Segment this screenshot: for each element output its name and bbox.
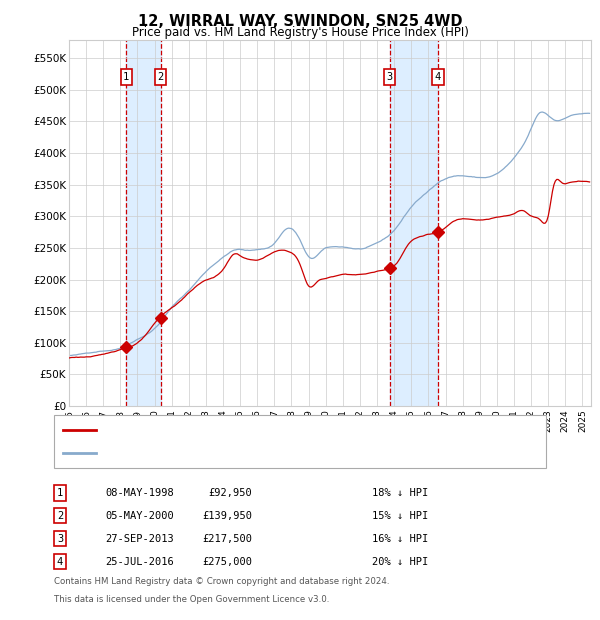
Text: 18% ↓ HPI: 18% ↓ HPI (372, 488, 428, 498)
Text: £217,500: £217,500 (202, 534, 252, 544)
Text: 3: 3 (386, 72, 393, 82)
Text: 1: 1 (57, 488, 63, 498)
Text: 12, WIRRAL WAY, SWINDON, SN25 4WD (detached house): 12, WIRRAL WAY, SWINDON, SN25 4WD (detac… (102, 425, 403, 435)
Text: 25-JUL-2016: 25-JUL-2016 (105, 557, 174, 567)
Text: 05-MAY-2000: 05-MAY-2000 (105, 511, 174, 521)
Text: 1: 1 (123, 72, 130, 82)
Text: HPI: Average price, detached house, Swindon: HPI: Average price, detached house, Swin… (102, 448, 339, 458)
Text: 08-MAY-1998: 08-MAY-1998 (105, 488, 174, 498)
Text: 3: 3 (57, 534, 63, 544)
Text: 4: 4 (57, 557, 63, 567)
Text: 2: 2 (157, 72, 164, 82)
Text: Contains HM Land Registry data © Crown copyright and database right 2024.: Contains HM Land Registry data © Crown c… (54, 577, 389, 586)
Text: Price paid vs. HM Land Registry's House Price Index (HPI): Price paid vs. HM Land Registry's House … (131, 26, 469, 39)
Text: 20% ↓ HPI: 20% ↓ HPI (372, 557, 428, 567)
Text: 16% ↓ HPI: 16% ↓ HPI (372, 534, 428, 544)
Bar (390, 40, 438, 406)
Text: 12, WIRRAL WAY, SWINDON, SN25 4WD: 12, WIRRAL WAY, SWINDON, SN25 4WD (138, 14, 462, 29)
Text: £139,950: £139,950 (202, 511, 252, 521)
Text: 2: 2 (57, 511, 63, 521)
Text: £275,000: £275,000 (202, 557, 252, 567)
Text: 27-SEP-2013: 27-SEP-2013 (105, 534, 174, 544)
Text: £92,950: £92,950 (208, 488, 252, 498)
Bar (127, 40, 161, 406)
Text: 15% ↓ HPI: 15% ↓ HPI (372, 511, 428, 521)
Text: This data is licensed under the Open Government Licence v3.0.: This data is licensed under the Open Gov… (54, 595, 329, 604)
Text: 4: 4 (435, 72, 441, 82)
